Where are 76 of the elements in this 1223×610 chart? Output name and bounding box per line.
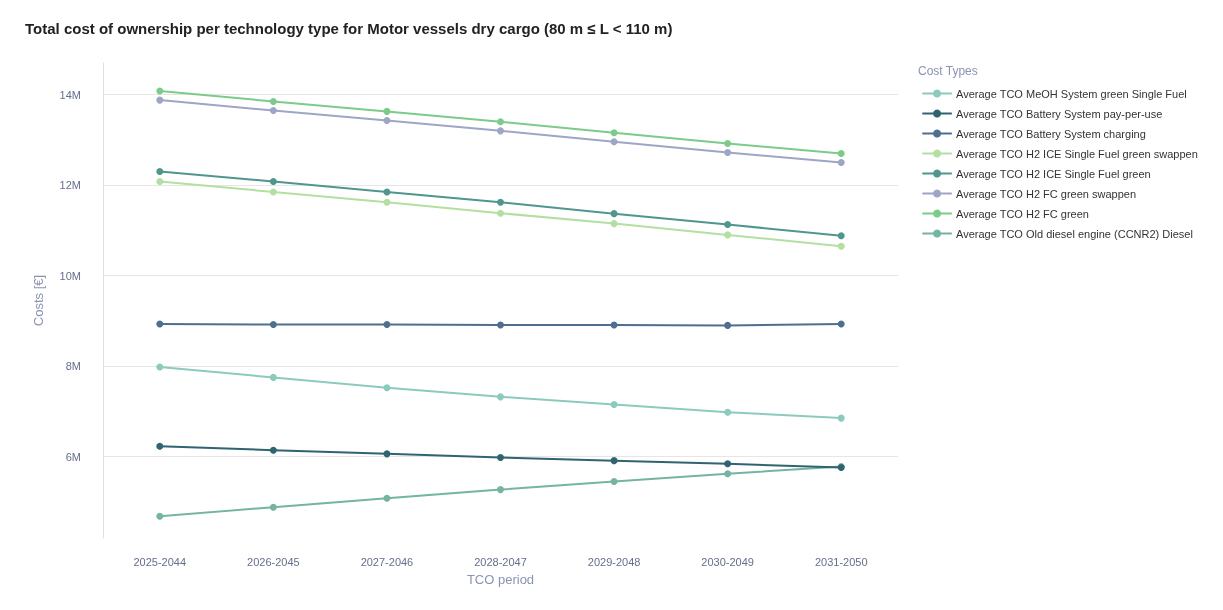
x-tick-label: 2028-2047 [474,555,527,568]
y-tick-label: 14M [59,88,81,101]
legend-label: Average TCO H2 ICE Single Fuel green swappen [956,147,1198,160]
point [156,87,164,95]
point [610,457,618,465]
point [269,178,277,186]
point [837,320,845,328]
point [269,373,277,381]
x-tick-label: 2026-2045 [247,555,300,568]
point [610,129,618,137]
point [383,107,391,115]
point [497,198,504,206]
point [837,232,845,240]
legend-label: Average TCO H2 ICE Single Fuel green [956,167,1151,180]
point [837,149,845,157]
point [724,470,732,478]
point [837,159,845,167]
point [724,321,732,329]
point [383,494,391,502]
point [724,408,732,416]
legend-label: Average TCO Battery System pay-per-use [956,107,1163,120]
legend-label: Average TCO Old diesel engine (CCNR2) Diesel [956,227,1193,240]
legend-title: Cost Types [917,64,978,78]
point [724,221,732,228]
point [497,486,504,494]
point [724,149,732,157]
point [383,116,391,124]
point [269,188,277,196]
y-tick-label: 12M [59,179,81,192]
y-tick-label: 8M [65,360,81,373]
point [497,321,504,329]
point [724,140,732,148]
point [610,210,618,218]
chart-title: Total cost of ownership per technology type for Motor vessels dry cargo (80 m ≤ L < 110 m) [25,20,673,37]
point [156,168,164,176]
point [837,414,845,422]
point [837,242,845,250]
point [269,97,277,105]
point [610,138,618,146]
point [156,363,164,371]
point [383,384,391,392]
x-tick-label: 2029-2048 [587,555,641,568]
legend-label: Average TCO H2 FC green swappen [956,187,1137,200]
point [497,393,504,401]
point [383,198,391,206]
x-axis-title: TCO period [466,572,535,587]
point [724,460,732,468]
point [497,118,504,126]
point [156,512,164,520]
y-tick-label: 10M [59,269,81,282]
point [156,320,164,328]
point [383,450,391,458]
legend-label: Average TCO H2 FC green [956,207,1089,220]
point [156,442,164,450]
legend-label: Average TCO MeOH System green Single Fuel [956,87,1187,100]
point [610,401,618,409]
x-tick-label: 2027-2046 [360,555,414,568]
point [156,178,164,186]
point [497,127,504,135]
point [269,503,277,511]
x-tick-label: 2030-2049 [701,555,754,568]
x-tick-label: 2031-2050 [814,555,868,568]
y-tick-label: 6M [65,450,81,463]
point [383,320,391,328]
point [497,453,504,461]
x-tick-label: 2025-2044 [133,555,187,568]
point [610,220,618,228]
point [724,231,732,239]
point [269,446,277,454]
point [269,320,277,328]
y-axis-title: Costs [€] [31,274,46,327]
legend-label: Average TCO Battery System charging [956,127,1146,140]
point [269,107,277,114]
point [610,477,618,485]
point [497,209,504,217]
point [156,96,164,104]
